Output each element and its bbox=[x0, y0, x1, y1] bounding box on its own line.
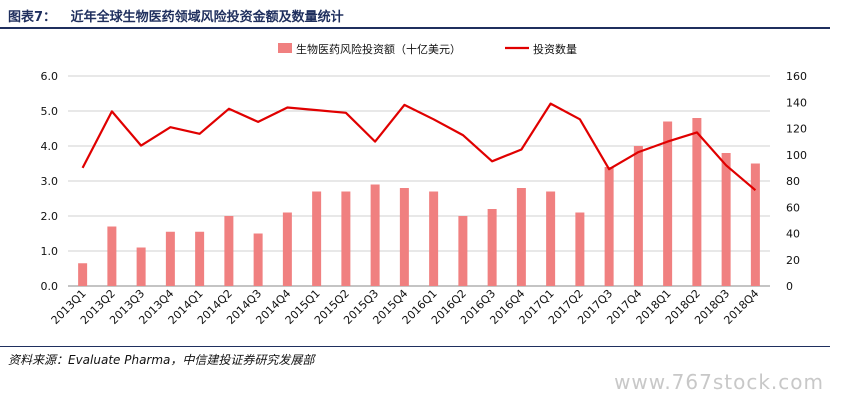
source-note: 资料来源：Evaluate Pharma，中信建投证券研究发展部 bbox=[8, 353, 315, 367]
legend-label-line: 投资数量 bbox=[533, 42, 577, 56]
y-right-tick-label: 40 bbox=[786, 228, 800, 241]
y-right-tick-label: 120 bbox=[786, 123, 807, 136]
bar bbox=[107, 226, 117, 286]
y-right-tick-label: 0 bbox=[786, 280, 793, 293]
source-rule bbox=[0, 346, 830, 347]
bar bbox=[165, 231, 175, 286]
series-line bbox=[81, 102, 757, 192]
legend-label-bar: 生物医药风险投资额（十亿美元） bbox=[296, 42, 461, 56]
bar bbox=[546, 191, 556, 286]
bar bbox=[282, 212, 292, 286]
bar bbox=[721, 153, 731, 286]
chart: 0.0 1.0 2.0 3.0 4.0 5.0 6.0 0 20 40 60 80 100 120 140 1… bbox=[41, 42, 808, 327]
bar bbox=[78, 263, 88, 286]
y-left-tick-label: 3.0 bbox=[41, 175, 59, 188]
bar bbox=[253, 233, 263, 286]
bar bbox=[633, 146, 643, 286]
bar bbox=[458, 216, 468, 286]
y-right-tick-label: 100 bbox=[786, 149, 807, 162]
y-right-tick-label: 60 bbox=[786, 201, 800, 214]
bar bbox=[136, 247, 146, 286]
bar bbox=[399, 188, 409, 286]
bar bbox=[370, 184, 380, 286]
bar bbox=[312, 191, 322, 286]
y-left-tick-label: 2.0 bbox=[41, 210, 59, 223]
bar bbox=[224, 216, 234, 286]
legend-swatch-bar bbox=[278, 43, 292, 53]
bar bbox=[750, 163, 760, 286]
bar bbox=[487, 209, 497, 286]
y-right-tick-label: 140 bbox=[786, 96, 807, 109]
bar bbox=[604, 167, 614, 286]
title-rule bbox=[0, 27, 830, 29]
y-right-tick-label: 20 bbox=[786, 254, 800, 267]
bar bbox=[575, 212, 585, 286]
y-left-tick-label: 0.0 bbox=[41, 280, 59, 293]
chart-title: 近年全球生物医药领域风险投资金额及数量统计 bbox=[70, 10, 344, 25]
figure-label: 图表7： bbox=[8, 10, 57, 25]
bar bbox=[516, 188, 526, 286]
bar bbox=[341, 191, 351, 286]
y-right-tick-label: 160 bbox=[786, 70, 807, 83]
bar bbox=[429, 191, 439, 286]
watermark: www.767stock.com bbox=[614, 370, 824, 394]
y-right-tick-label: 80 bbox=[786, 175, 800, 188]
y-left-tick-label: 6.0 bbox=[41, 70, 59, 83]
y-left-tick-label: 5.0 bbox=[41, 105, 59, 118]
bar bbox=[663, 121, 673, 286]
y-left-tick-label: 4.0 bbox=[41, 140, 59, 153]
chart-title-block: 图表7： 近年全球生物医药领域风险投资金额及数量统计 bbox=[8, 6, 344, 25]
y-left-tick-label: 1.0 bbox=[41, 245, 59, 258]
bar bbox=[195, 231, 205, 286]
bar bbox=[692, 118, 702, 286]
